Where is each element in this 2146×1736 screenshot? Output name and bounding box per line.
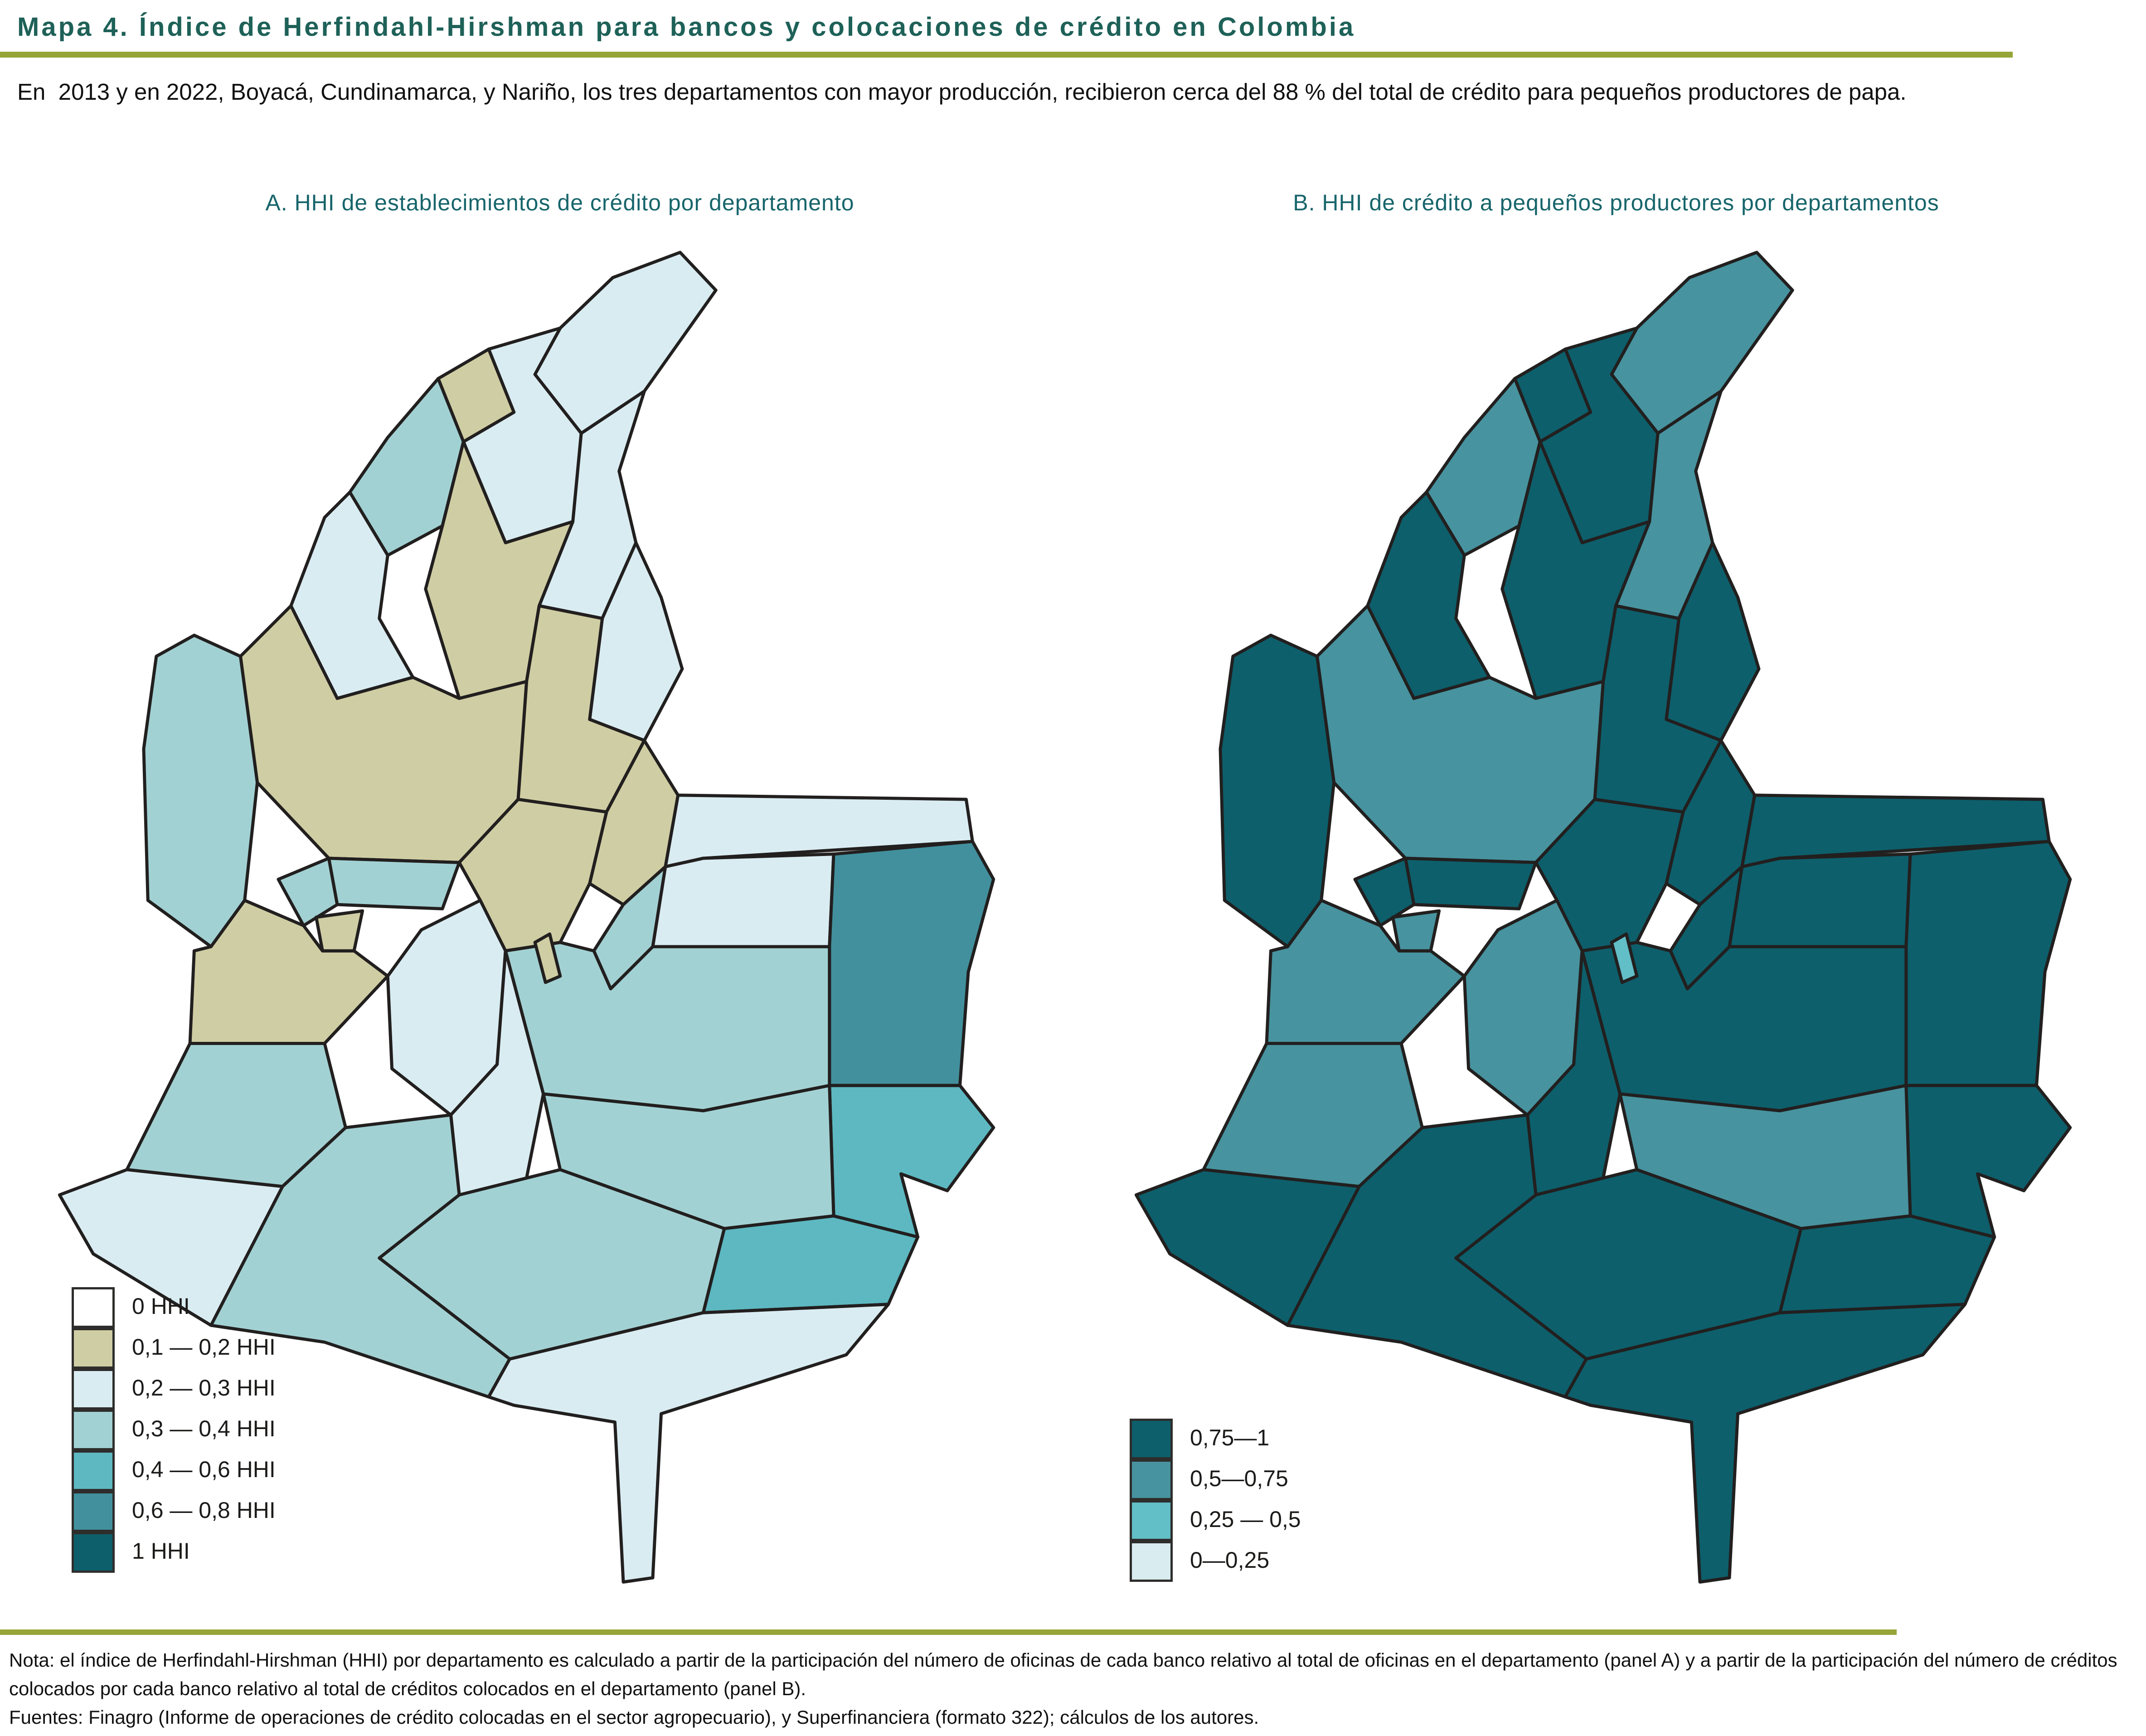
department-shape-valle-del-cauca <box>188 899 389 1045</box>
department-shape-casanare <box>651 852 835 948</box>
legend-label: 0 HHI <box>132 1293 190 1319</box>
legend-swatch <box>72 1368 115 1410</box>
note-text: Nota: el índice de Herfindahl-Hirshman (… <box>9 1649 2117 1699</box>
footer-rule <box>0 1629 1897 1635</box>
department-shape-vaupes <box>701 1214 920 1314</box>
panel-b-title: B. HHI de crédito a pequeños productores… <box>1293 190 1939 215</box>
legend-label: 0,3 — 0,4 HHI <box>132 1416 276 1441</box>
legend-item: 0,25 — 0,5 <box>1130 1499 1301 1541</box>
legend-label: 0—0,25 <box>1190 1547 1270 1573</box>
legend-label: 1 HHI <box>132 1538 190 1564</box>
department-shape-putumayo <box>1286 1113 1588 1399</box>
department-shape-amazonas <box>1563 1303 1967 1584</box>
legend-item: 0,3 — 0,4 HHI <box>72 1408 276 1450</box>
footer-notes: Nota: el índice de Herfindahl-Hirshman (… <box>9 1646 2137 1731</box>
department-shape-amazonas <box>487 1303 890 1584</box>
legend-swatch <box>1130 1541 1173 1582</box>
department-shape-choco <box>1219 633 1336 948</box>
legend-label: 0,1 — 0,2 HHI <box>132 1334 276 1360</box>
legend-label: 0,6 — 0,8 HHI <box>132 1498 276 1523</box>
legend-item: 0,1 — 0,2 HHI <box>72 1327 276 1369</box>
legend-item: 0,6 — 0,8 HHI <box>72 1490 276 1532</box>
panel-a-legend: 0 HHI 0,1 — 0,2 HHI 0,2 — 0,3 HHI 0,3 — 0,4… <box>72 1286 276 1573</box>
panel-a-title: A. HHI de establecimientos de crédito po… <box>265 190 855 215</box>
legend-item: 0,2 — 0,3 HHI <box>72 1367 276 1410</box>
department-shape-vaupes <box>1778 1214 1996 1314</box>
department-shape-casanare <box>1728 852 1912 948</box>
panel-b-legend: 0,75—1 0,5—0,75 0,25 — 0,5 0—0,25 <box>1130 1417 1301 1582</box>
legend-item: 0,4 — 0,6 HHI <box>72 1449 276 1491</box>
department-shape-risaralda <box>1353 856 1416 928</box>
legend-item: 0 HHI <box>72 1286 276 1328</box>
figure-intro: En 2013 y en 2022, Boyacá, Cundinamarca,… <box>17 79 1907 105</box>
legend-swatch <box>1130 1500 1173 1541</box>
department-shape-quindio <box>315 909 364 953</box>
department-shape-meta-piedemonte <box>592 865 667 991</box>
legend-label: 0,75—1 <box>1190 1425 1270 1450</box>
department-shape-vichada <box>1904 840 2072 1087</box>
legend-label: 0,4 — 0,6 HHI <box>132 1457 276 1482</box>
legend-swatch <box>72 1532 115 1573</box>
legend-swatch <box>72 1409 115 1450</box>
choropleth-map-panel-a <box>58 251 995 1584</box>
department-shape-bogota-dc <box>1610 932 1639 984</box>
department-shape-guainia <box>1904 1084 2072 1239</box>
department-shape-caldas <box>327 856 461 910</box>
legend-label: 0,5—0,75 <box>1190 1466 1288 1491</box>
choropleth-map-panel-b <box>1134 251 2072 1584</box>
department-shape-vichada <box>828 840 995 1087</box>
department-shape-risaralda <box>277 856 339 928</box>
title-rule <box>0 52 2013 58</box>
figure-title: Mapa 4. Índice de Herfindahl-Hirshman pa… <box>17 12 1356 42</box>
legend-swatch <box>72 1491 115 1532</box>
legend-item: 1 HHI <box>72 1531 276 1573</box>
legend-item: 0,5—0,75 <box>1130 1458 1301 1500</box>
legend-label: 0,2 — 0,3 HHI <box>132 1375 276 1400</box>
legend-swatch <box>72 1450 115 1491</box>
department-shape-bogota-dc <box>533 932 562 984</box>
department-shape-quindio <box>1391 909 1441 953</box>
legend-item: 0—0,25 <box>1130 1540 1301 1582</box>
sources-text: Fuentes: Finagro (Informe de operaciones… <box>9 1707 1259 1728</box>
legend-label: 0,25 — 0,5 <box>1190 1507 1301 1532</box>
legend-swatch <box>1130 1418 1173 1459</box>
department-shape-choco <box>142 633 259 948</box>
department-shape-putumayo <box>209 1113 511 1399</box>
department-shape-caldas <box>1403 856 1538 910</box>
legend-item: 0,75—1 <box>1130 1417 1301 1459</box>
legend-swatch <box>72 1328 115 1369</box>
legend-swatch <box>1130 1459 1173 1500</box>
department-shape-guainia <box>828 1084 995 1239</box>
department-shape-valle-del-cauca <box>1265 899 1466 1045</box>
department-shape-meta-piedemonte <box>1669 865 1744 991</box>
legend-swatch <box>72 1287 115 1328</box>
